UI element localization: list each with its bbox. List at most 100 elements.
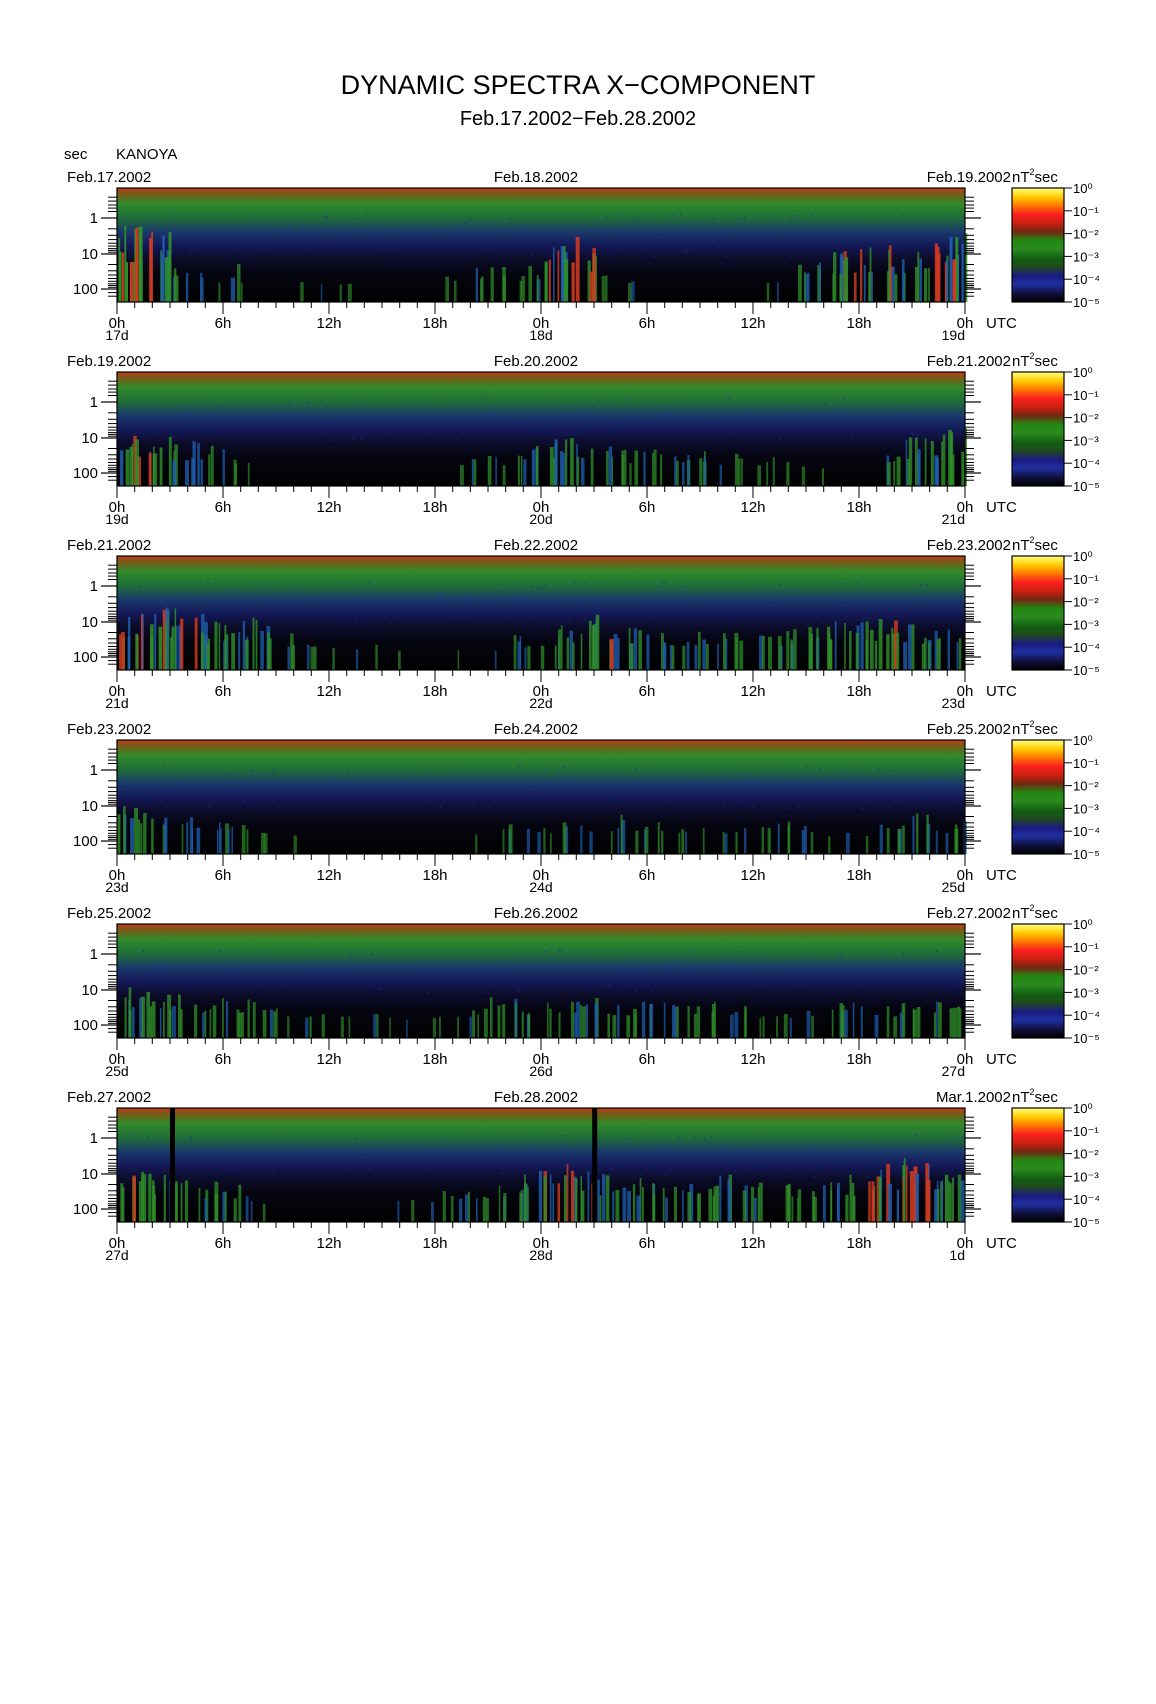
spectrum-speckle <box>653 1117 656 1120</box>
activity-streak <box>487 456 492 486</box>
activity-streak <box>956 642 959 670</box>
spectrum-speckle <box>409 972 412 975</box>
spectrum-speckle <box>232 249 235 252</box>
spectrum-speckle <box>419 750 422 753</box>
activity-streak <box>233 459 237 486</box>
activity-streak <box>262 1010 267 1038</box>
activity-streak <box>222 449 225 486</box>
day-label-end: 1d <box>949 1247 965 1263</box>
spectrum-speckle <box>819 939 822 942</box>
spectrum-speckle <box>761 584 764 587</box>
day-label-end: 23d <box>942 695 965 711</box>
spectrum-speckle <box>351 437 354 440</box>
activity-streak <box>168 436 172 486</box>
x-tick-label: 6h <box>639 1235 656 1252</box>
spectrum-speckle <box>179 1171 182 1174</box>
activity-streak <box>450 1196 454 1222</box>
spectrum-speckle <box>889 240 891 243</box>
activity-streak <box>181 824 184 854</box>
spectrum-speckle <box>517 765 520 768</box>
spectrum-speckle <box>142 950 145 952</box>
spectrum-speckle <box>214 390 217 393</box>
spectrum-speckle <box>525 1118 528 1121</box>
spectrum-speckle <box>180 408 183 411</box>
spectrum-speckle <box>850 976 853 979</box>
spectrum-speckle <box>788 806 791 809</box>
spectrum-speckle <box>579 434 582 437</box>
spectrum-speckle <box>220 406 223 409</box>
activity-streak <box>576 1001 581 1038</box>
spectrum-speckle <box>888 1132 891 1135</box>
spectrum-speckle <box>575 975 578 978</box>
activity-streak <box>570 1170 575 1222</box>
spectrum-speckle <box>918 414 921 417</box>
spectrum-speckle <box>454 380 457 383</box>
activity-streak <box>896 456 901 486</box>
spectrum-speckle <box>320 399 323 402</box>
activity-streak <box>786 462 790 486</box>
spectrum-speckle <box>120 785 123 788</box>
spectrum-speckle <box>361 245 364 248</box>
spectrum-speckle <box>487 806 490 809</box>
spectrum-speckle <box>912 433 915 436</box>
x-tick-label: 12h <box>316 499 341 516</box>
activity-streak <box>222 998 224 1038</box>
spectrum-speckle <box>867 780 870 783</box>
spectrum-speckle <box>848 1164 851 1167</box>
spectrum-speckle <box>730 432 733 435</box>
spectrum-speckle <box>561 395 564 398</box>
spectrum-speckle <box>219 405 222 408</box>
spectrum-speckle <box>515 989 518 992</box>
activity-streak <box>871 1181 875 1222</box>
spectrum-speckle <box>383 969 386 972</box>
colorbar-gradient <box>1011 739 1065 855</box>
activity-streak <box>130 818 134 854</box>
spectrum-speckle <box>735 973 738 976</box>
spectrum-speckle <box>862 619 865 622</box>
spectrum-speckle <box>723 941 726 944</box>
spectrum-speckle <box>257 595 260 598</box>
day-label-end: 25d <box>942 879 965 895</box>
spectrum-speckle <box>757 753 760 756</box>
activity-streak <box>612 1015 617 1038</box>
activity-streak <box>273 1011 277 1038</box>
spectrum-speckle <box>365 592 368 595</box>
spectrum-speckle <box>943 966 946 969</box>
spectrum-speckle <box>155 1139 158 1142</box>
activity-streak <box>566 1164 569 1222</box>
activity-streak <box>832 273 835 302</box>
spectrum-speckle <box>316 944 319 947</box>
spectrum-speckle <box>854 568 857 571</box>
activity-streak <box>757 1187 760 1222</box>
spectrum-speckle <box>686 381 689 384</box>
spectrum-speckle <box>173 435 176 438</box>
activity-streak <box>896 1189 900 1222</box>
x-tick-label: 18h <box>846 499 871 516</box>
spectrum-speckle <box>386 1127 389 1130</box>
spectrum-speckle <box>528 1142 531 1145</box>
spectrum-speckle <box>316 244 318 247</box>
spectrum-speckle <box>314 943 317 946</box>
spectrum-speckle <box>173 384 175 387</box>
activity-streak <box>706 643 709 670</box>
spectrum-speckle <box>533 764 535 767</box>
spectrum-speckle <box>957 985 960 988</box>
activity-streak <box>853 272 857 302</box>
x-tick-label: 6h <box>639 683 656 700</box>
x-tick-label: 0h <box>957 867 974 884</box>
activity-streak <box>843 258 846 302</box>
spectrum-speckle <box>444 1162 447 1164</box>
date-label-right: Feb.23.2002 <box>927 537 1011 554</box>
spectrum-speckle <box>358 420 361 423</box>
y-tick-label: 1 <box>90 578 98 595</box>
activity-streak <box>915 437 918 486</box>
spectrum-speckle <box>207 956 210 959</box>
x-tick-label: 12h <box>740 315 765 332</box>
activity-streak <box>528 266 532 302</box>
activity-streak <box>264 833 268 854</box>
spectrum-speckle <box>664 414 667 417</box>
spectrum-speckle <box>674 960 677 963</box>
activity-streak <box>523 459 527 486</box>
activity-streak <box>894 620 898 670</box>
activity-streak <box>454 280 457 302</box>
